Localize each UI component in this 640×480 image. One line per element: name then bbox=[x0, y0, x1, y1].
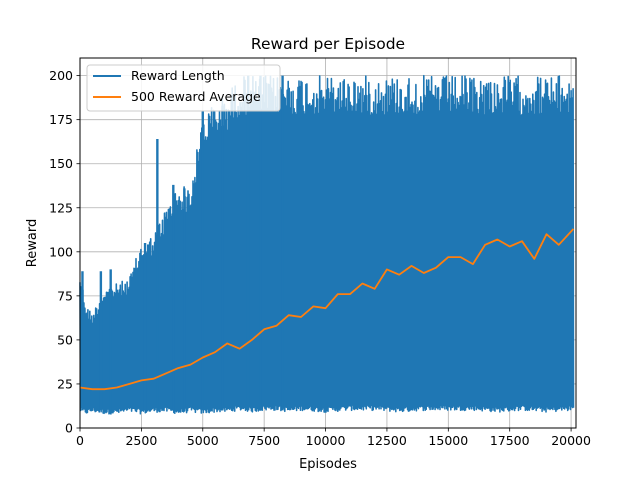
y-tick-label: 0 bbox=[65, 421, 73, 436]
plot-frame bbox=[79, 57, 577, 429]
x-tick-label: 7500 bbox=[248, 433, 280, 448]
x-tick-label: 10000 bbox=[306, 433, 346, 448]
series-line-500-reward-average bbox=[79, 228, 575, 391]
x-axis-title: Episodes bbox=[299, 457, 357, 472]
x-tick-label: 2500 bbox=[125, 433, 157, 448]
legend-box bbox=[86, 64, 281, 112]
y-tick-label: 125 bbox=[49, 200, 73, 215]
x-tick-label: 12500 bbox=[367, 433, 407, 448]
ticks: 0 2500 5000 7500 10000 12500 15000 17500 20000 0 2… bbox=[49, 68, 591, 448]
x-tick-label: 0 bbox=[76, 433, 84, 448]
x-tick-label: 17500 bbox=[490, 433, 530, 448]
legend: Reward Length 500 Reward Average bbox=[86, 64, 281, 112]
y-tick-label: 50 bbox=[57, 332, 73, 347]
series-line-reward-length bbox=[79, 74, 575, 415]
y-tick-label: 75 bbox=[57, 288, 73, 303]
y-tick-label: 200 bbox=[49, 68, 73, 83]
y-tick-label: 175 bbox=[49, 112, 73, 127]
x-tick-label: 20000 bbox=[551, 433, 591, 448]
x-tick-label: 15000 bbox=[428, 433, 468, 448]
legend-label-500-reward-average: 500 Reward Average bbox=[131, 89, 261, 104]
y-axis-title: Reward bbox=[25, 219, 40, 267]
x-tick-label: 5000 bbox=[187, 433, 219, 448]
y-tick-label: 25 bbox=[57, 376, 73, 391]
y-tick-label: 100 bbox=[49, 244, 73, 259]
chart-title: Reward per Episode bbox=[251, 35, 405, 53]
y-tick-label: 150 bbox=[49, 156, 73, 171]
legend-label-reward-length: Reward Length bbox=[131, 68, 225, 83]
series-layer bbox=[79, 74, 575, 415]
